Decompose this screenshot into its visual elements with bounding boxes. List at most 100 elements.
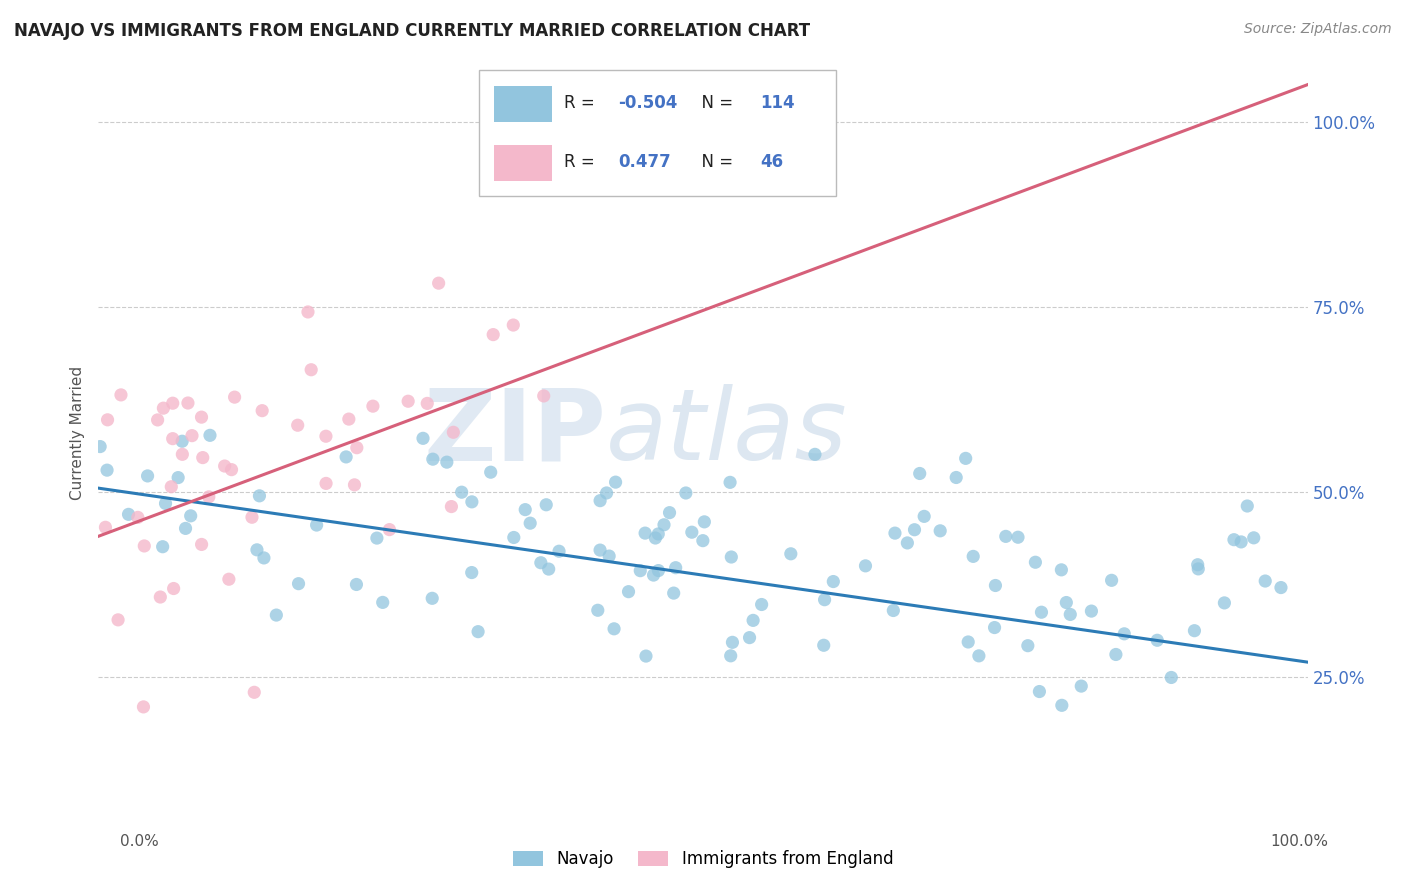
Point xyxy=(366,531,388,545)
Point xyxy=(983,621,1005,635)
Point xyxy=(1070,679,1092,693)
Point xyxy=(1054,595,1077,609)
Point xyxy=(533,389,555,403)
Point xyxy=(110,388,132,402)
Text: 114: 114 xyxy=(759,95,794,112)
Point xyxy=(249,489,271,503)
Point xyxy=(162,582,184,596)
Point xyxy=(343,478,366,492)
Point xyxy=(502,318,524,332)
Point xyxy=(89,440,111,454)
Point xyxy=(96,463,118,477)
Point xyxy=(107,613,129,627)
Point xyxy=(152,401,174,416)
Point xyxy=(634,526,657,541)
Point xyxy=(243,685,266,699)
Point xyxy=(1146,633,1168,648)
Point xyxy=(589,493,612,508)
Point xyxy=(903,523,925,537)
Point xyxy=(412,431,434,445)
Bar xyxy=(494,87,551,121)
Point xyxy=(652,517,675,532)
Point xyxy=(536,498,558,512)
Text: NAVAJO VS IMMIGRANTS FROM ENGLAND CURRENTLY MARRIED CORRELATION CHART: NAVAJO VS IMMIGRANTS FROM ENGLAND CURREN… xyxy=(14,22,810,40)
Point xyxy=(436,455,458,469)
Point xyxy=(530,556,553,570)
Point xyxy=(1059,607,1081,622)
Point xyxy=(479,465,502,479)
Point xyxy=(198,490,221,504)
Point xyxy=(441,425,464,440)
Point xyxy=(287,576,309,591)
Point xyxy=(537,562,560,576)
Point xyxy=(912,509,935,524)
Point xyxy=(1160,670,1182,684)
Point xyxy=(191,450,214,465)
Point xyxy=(299,363,322,377)
Point xyxy=(162,396,184,410)
Point xyxy=(718,475,741,490)
Point xyxy=(1114,627,1136,641)
Point xyxy=(813,592,835,607)
Point xyxy=(515,502,537,516)
Point xyxy=(1236,499,1258,513)
Point xyxy=(1254,574,1277,588)
Point xyxy=(427,276,450,290)
Point xyxy=(190,537,212,551)
Point xyxy=(693,515,716,529)
Point xyxy=(440,500,463,514)
Point xyxy=(1230,535,1253,549)
Point xyxy=(198,428,221,442)
Point xyxy=(420,591,443,606)
Point xyxy=(929,524,952,538)
Text: R =: R = xyxy=(564,153,605,171)
Point xyxy=(595,486,617,500)
Point xyxy=(94,520,117,534)
Point xyxy=(502,531,524,545)
Text: R =: R = xyxy=(564,95,600,112)
Point xyxy=(422,452,444,467)
Point xyxy=(172,434,194,449)
Point xyxy=(675,486,697,500)
Point xyxy=(738,631,761,645)
Point xyxy=(720,549,742,564)
Point xyxy=(813,638,835,652)
Text: Source: ZipAtlas.com: Source: ZipAtlas.com xyxy=(1244,22,1392,37)
Point xyxy=(467,624,489,639)
Point xyxy=(155,496,177,510)
Point xyxy=(181,428,204,442)
Point xyxy=(1187,562,1209,576)
Point xyxy=(174,521,197,535)
Point xyxy=(1007,530,1029,544)
Point xyxy=(146,413,169,427)
Point xyxy=(461,495,484,509)
Point xyxy=(823,574,845,589)
Point xyxy=(346,577,368,591)
Point xyxy=(1031,605,1053,619)
Point xyxy=(665,560,688,574)
Point xyxy=(224,390,246,404)
Point xyxy=(315,476,337,491)
Text: -0.504: -0.504 xyxy=(619,95,678,112)
Point xyxy=(855,558,877,573)
Point xyxy=(589,543,612,558)
Point xyxy=(605,475,627,490)
Point xyxy=(246,542,269,557)
Point xyxy=(132,699,155,714)
Point xyxy=(644,531,666,545)
Point xyxy=(461,566,484,580)
Text: 100.0%: 100.0% xyxy=(1271,834,1329,849)
Point xyxy=(450,485,472,500)
Point xyxy=(643,568,665,582)
Point xyxy=(297,305,319,319)
Point xyxy=(681,525,703,540)
Point xyxy=(172,447,194,461)
FancyBboxPatch shape xyxy=(479,70,837,195)
Point xyxy=(1184,624,1206,638)
Point xyxy=(617,584,640,599)
Point xyxy=(692,533,714,548)
Point xyxy=(315,429,337,443)
Point xyxy=(1028,684,1050,698)
Point xyxy=(96,413,118,427)
Point xyxy=(1270,581,1292,595)
